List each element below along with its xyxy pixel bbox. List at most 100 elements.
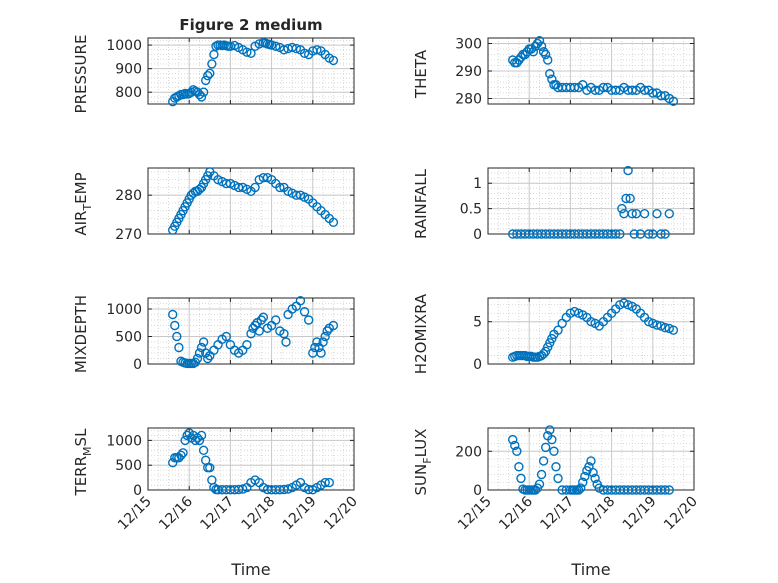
data-point [508,434,518,445]
x-tick-label: 12/17 [537,494,577,534]
data-point [186,87,196,97]
subplot-terr-msl: 0 500 1000 TERRMSL 12/15 12/16 12/17 12/18 12/19… [72,427,361,579]
y-tick-label: 0 [133,357,142,373]
data-point [648,318,658,329]
data-point [536,41,547,51]
y-tick-label: 1000 [106,38,142,54]
data-point [198,87,209,97]
data-point [549,446,559,456]
data-point [664,485,674,495]
data-point [283,484,293,494]
data-point [629,229,639,239]
data-point [545,69,555,79]
data-point [318,337,328,347]
data-point [172,331,182,342]
data-point [652,320,662,330]
x-tick-label: 12/16 [156,493,196,533]
subplot-h2omixra: 0 5 H2OMIXRA [412,293,695,374]
data-point [203,353,213,364]
axes-box [147,427,355,491]
y-tick-label: 0.5 [460,202,482,218]
data-point [553,325,563,335]
data-point [590,473,600,484]
y-tick-label: 1 [473,176,482,192]
y-axis-label: H2OMIXRA [412,293,430,374]
data-point [545,425,555,435]
data-point [194,348,205,358]
data-point [569,306,580,317]
data-point [664,323,674,334]
data-point [242,340,252,350]
data-point [643,229,654,239]
y-tick-label: 5 [473,315,482,331]
data-point [246,48,256,59]
y-axis-label: TERRMSL [72,428,94,497]
y-tick-label: 290 [455,64,482,80]
data-point [656,229,666,239]
data-point [656,321,666,331]
subplot-rainfall: 0 0.5 1 RAINFALL [412,165,695,243]
data-point [643,316,654,327]
data-point [295,296,306,306]
data-point [256,315,266,325]
y-tick-label: 800 [115,85,142,101]
data-point [623,300,633,310]
x-axis-label: Time [230,560,270,579]
data-point [180,435,190,446]
subplot-pressure: 800 900 1000 PRESSURE [72,35,355,114]
data-point [576,483,586,493]
x-tick-label: 12/20 [321,494,361,534]
data-point [578,477,588,487]
data-point [648,88,658,98]
x-tick-label: 12/19 [620,494,660,534]
data-point [538,456,549,466]
data-point [250,182,260,193]
y-axis-label: PRESSURE [72,35,90,114]
x-tick-label: 12/15 [455,494,495,534]
data-point [639,85,650,95]
axes-box [487,427,695,491]
data-point [209,49,219,60]
data-point [543,55,553,65]
data-point [598,82,609,93]
data-point [312,337,322,347]
data-point [328,217,339,228]
data-point [540,49,551,60]
data-point [590,85,600,95]
data-point [178,448,188,458]
data-point [625,193,635,204]
y-axis-label: RAINFALL [412,168,430,239]
data-point [200,75,211,86]
data-point [551,462,561,472]
data-point [627,208,637,219]
data-point [588,467,598,478]
y-tick-label: 280 [115,188,142,204]
data-point [538,349,549,359]
y-axis-label: SUNFLUX [412,429,434,496]
data-point [664,208,674,219]
data-point [320,477,330,488]
data-point [516,473,526,484]
data-point [320,331,330,342]
data-point [322,326,332,336]
y-tick-label: 0 [473,483,482,499]
data-point [324,477,334,488]
data-point [534,36,545,46]
data-point [176,450,186,460]
data-point [538,47,549,57]
y-tick-label: 500 [115,458,142,474]
data-point [510,440,520,451]
subplot-air-temp: 270 280 AIRTEMP [72,167,355,243]
data-point [168,309,178,320]
data-point [279,45,289,55]
data-point [170,320,180,331]
data-point [540,442,551,453]
data-point [271,315,281,325]
data-point [547,434,557,445]
data-point [586,316,596,327]
y-tick-label: 1000 [106,433,142,449]
data-point [660,485,670,495]
data-point [312,45,322,55]
data-point [254,326,264,336]
